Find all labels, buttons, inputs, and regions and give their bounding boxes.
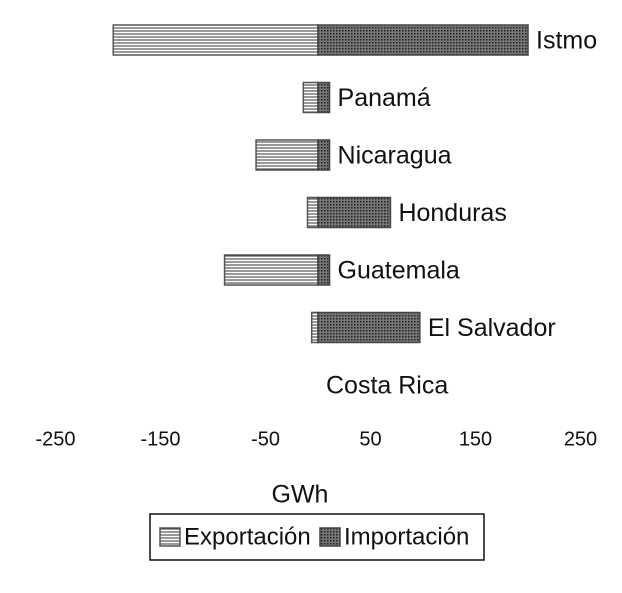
legend-label: Importación xyxy=(344,523,469,550)
bar xyxy=(310,311,319,344)
category-label: El Salvador xyxy=(428,314,556,342)
legend-swatch xyxy=(159,527,181,547)
bar xyxy=(317,139,331,171)
category-label: Panamá xyxy=(338,84,431,112)
bar xyxy=(317,254,331,286)
x-axis-label: GWh xyxy=(272,481,329,509)
bar xyxy=(223,254,319,286)
x-tick-label: -150 xyxy=(140,428,180,450)
x-tick-label: 250 xyxy=(564,428,597,450)
bar xyxy=(302,81,319,114)
category-label: Guatemala xyxy=(338,257,460,285)
category-label: Istmo xyxy=(536,27,597,55)
bar xyxy=(306,196,319,229)
legend-swatch xyxy=(319,527,341,547)
category-label: Costa Rica xyxy=(326,372,448,400)
x-tick-label: -250 xyxy=(35,428,75,450)
category-label: Nicaragua xyxy=(338,142,452,170)
x-tick-label: -50 xyxy=(251,428,280,450)
bar xyxy=(317,81,331,114)
category-label: Honduras xyxy=(398,199,506,227)
legend-box xyxy=(149,513,485,561)
bar xyxy=(255,139,319,171)
x-tick-label: 150 xyxy=(459,428,492,450)
bar xyxy=(317,24,529,56)
bar xyxy=(317,311,421,344)
bar xyxy=(317,196,392,229)
bar xyxy=(112,24,319,56)
legend-label: Exportación xyxy=(184,523,311,550)
x-tick-label: 50 xyxy=(359,428,381,450)
